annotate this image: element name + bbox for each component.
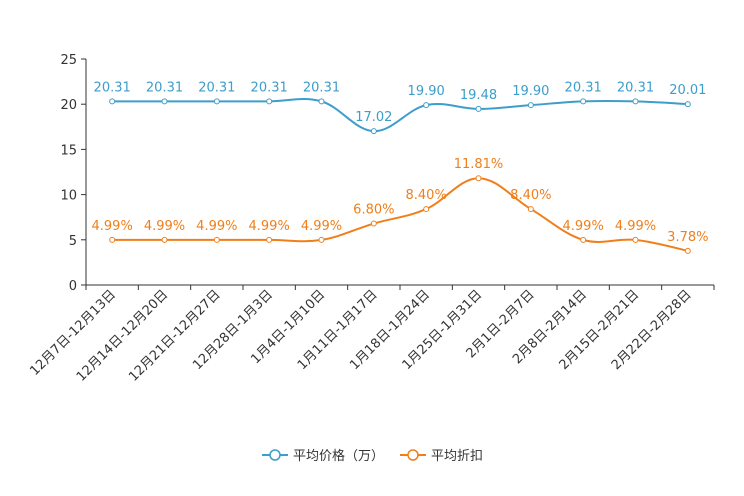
data-point[interactable] [370, 220, 377, 227]
data-label: 6.80% [353, 203, 394, 218]
data-label: 20.31 [565, 80, 602, 95]
data-point[interactable] [527, 102, 534, 109]
data-point[interactable] [266, 236, 273, 243]
data-label: 20.31 [617, 80, 654, 95]
x-tick-label: 12月21日-12月27日 [126, 287, 223, 384]
legend[interactable]: 平均价格（万） 平均折扣 [262, 448, 483, 464]
data-label: 4.99% [144, 219, 185, 234]
data-label: 20.01 [669, 83, 706, 98]
data-label: 20.31 [303, 80, 340, 95]
data-point[interactable] [475, 175, 482, 182]
series-line-2 [112, 177, 689, 252]
y-tick-label: 15 [60, 143, 77, 158]
data-label: 19.48 [460, 88, 497, 103]
data-point[interactable] [527, 206, 534, 213]
data-label: 4.99% [563, 219, 604, 234]
data-point[interactable] [213, 236, 220, 243]
data-point[interactable] [370, 128, 377, 135]
data-point[interactable] [423, 206, 430, 213]
y-tick-label: 0 [69, 279, 77, 294]
data-point[interactable] [632, 98, 639, 105]
data-point[interactable] [632, 236, 639, 243]
data-labels: 20.31 20.31 20.31 20.31 20.31 17.02 19.90 19.48… [92, 80, 709, 244]
data-point[interactable] [266, 98, 273, 105]
y-tick-label: 20 [60, 98, 77, 113]
legend-item-2[interactable]: 平均折扣 [400, 449, 483, 464]
data-point[interactable] [580, 98, 587, 105]
data-point[interactable] [475, 105, 482, 112]
data-label: 20.31 [198, 80, 235, 95]
legend-label: 平均折扣 [431, 449, 483, 464]
data-label: 4.99% [615, 219, 656, 234]
series-points [109, 98, 691, 254]
data-label: 8.40% [406, 188, 447, 203]
x-tick-label: 12月14日-12月20日 [74, 287, 171, 384]
x-tick-label: 12月7日-12月13日 [27, 287, 119, 379]
data-point[interactable] [318, 236, 325, 243]
data-label: 3.78% [667, 230, 708, 245]
legend-marker-icon [407, 449, 419, 461]
data-point[interactable] [423, 102, 430, 109]
data-label: 20.31 [146, 80, 183, 95]
data-label: 19.90 [512, 84, 549, 99]
series-line-1 [112, 98, 688, 133]
data-point[interactable] [161, 98, 168, 105]
data-point[interactable] [213, 98, 220, 105]
data-label: 4.99% [92, 219, 133, 234]
data-point[interactable] [684, 247, 691, 254]
legend-label: 平均价格（万） [293, 448, 384, 464]
data-point[interactable] [684, 101, 691, 108]
data-label: 4.99% [249, 219, 290, 234]
data-label: 8.40% [510, 188, 551, 203]
data-point[interactable] [318, 98, 325, 105]
data-point[interactable] [109, 236, 116, 243]
data-label: 4.99% [196, 219, 237, 234]
data-label: 20.31 [94, 80, 131, 95]
data-point[interactable] [161, 236, 168, 243]
data-label: 17.02 [355, 110, 392, 125]
y-tick-label: 10 [60, 189, 77, 204]
data-label: 19.90 [408, 84, 445, 99]
data-point[interactable] [109, 98, 116, 105]
data-label: 20.31 [251, 80, 288, 95]
legend-item-1[interactable]: 平均价格（万） [262, 448, 384, 464]
data-point[interactable] [580, 236, 587, 243]
legend-marker-icon [269, 449, 281, 461]
y-tick-label: 5 [69, 234, 77, 249]
data-label: 4.99% [301, 219, 342, 234]
y-tick-label: 25 [60, 53, 77, 68]
data-label: 11.81% [454, 157, 504, 172]
